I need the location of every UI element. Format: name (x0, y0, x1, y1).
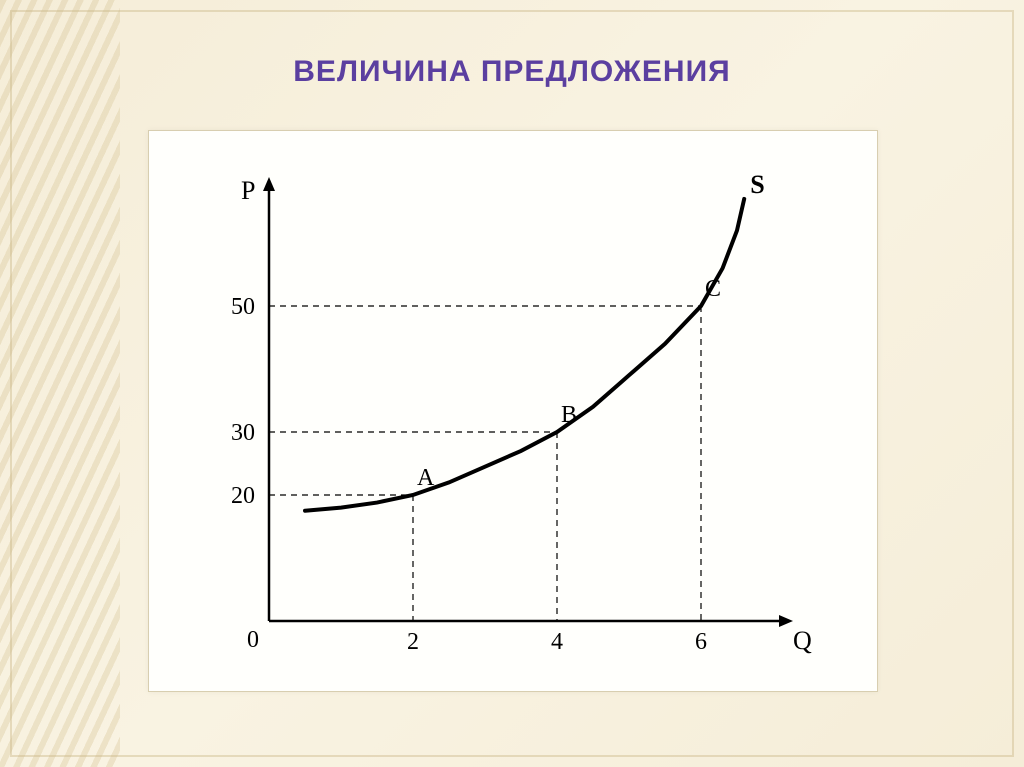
x-tick-4: 4 (551, 629, 563, 655)
y-axis-arrow (263, 177, 275, 191)
point-label-B: B (561, 402, 577, 428)
supply-curve (305, 199, 744, 511)
supply-curve-chart: S P Q 0 20 30 50 2 4 6 A B C (149, 131, 877, 691)
slide: ВЕЛИЧИНА ПРЕДЛОЖЕНИЯ S P Q 0 20 30 50 2 4 6 A B C (0, 0, 1024, 767)
curve-label: S (750, 170, 764, 199)
slide-title: ВЕЛИЧИНА ПРЕДЛОЖЕНИЯ (0, 55, 1024, 89)
x-axis-label: Q (793, 626, 812, 655)
origin-label: 0 (247, 627, 259, 653)
y-axis-label: P (241, 176, 255, 205)
y-tick-30: 30 (231, 420, 255, 446)
x-tick-6: 6 (695, 629, 707, 655)
y-tick-20: 20 (231, 483, 255, 509)
y-tick-50: 50 (231, 294, 255, 320)
decorative-stripes (0, 0, 120, 767)
x-tick-2: 2 (407, 629, 419, 655)
point-label-C: C (705, 276, 721, 302)
chart-container: S P Q 0 20 30 50 2 4 6 A B C (148, 130, 878, 692)
x-axis-arrow (779, 615, 793, 627)
point-label-A: A (417, 465, 435, 491)
